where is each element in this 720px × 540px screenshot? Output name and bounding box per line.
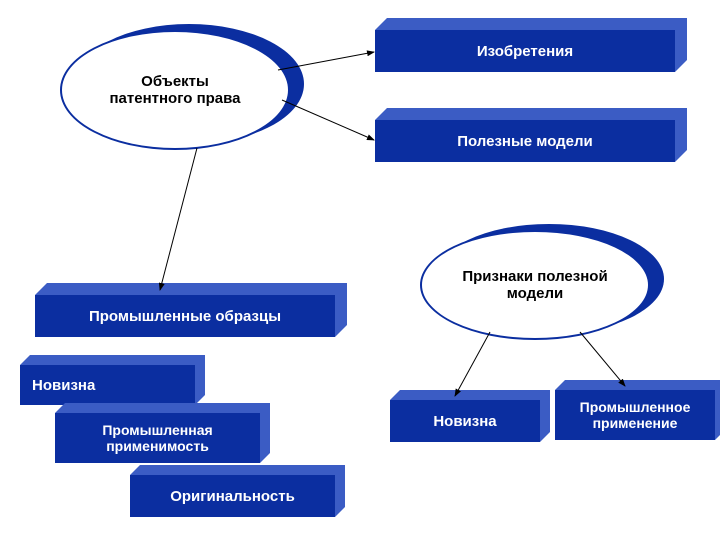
box-originality: Оригинальность	[130, 475, 335, 517]
ellipse-main: Объекты патентного права	[60, 30, 290, 150]
ellipse-secondary: Признаки полезной модели	[420, 230, 650, 340]
box-industrial-designs: Промышленные образцы	[35, 295, 335, 337]
box-inventions: Изобретения	[375, 30, 675, 72]
box-novelty2: Новизна	[390, 400, 540, 442]
arrow-to-industrial-application	[580, 332, 625, 386]
box-useful-models: Полезные модели	[375, 120, 675, 162]
box-industrial-application: Промышленное применение	[555, 390, 715, 440]
arrow-to-novelty2	[455, 332, 490, 396]
arrow-to-industrial-designs	[160, 148, 197, 290]
box-industrial-applicability: Промышленная применимость	[55, 413, 260, 463]
box-novelty1: Новизна	[20, 365, 195, 405]
